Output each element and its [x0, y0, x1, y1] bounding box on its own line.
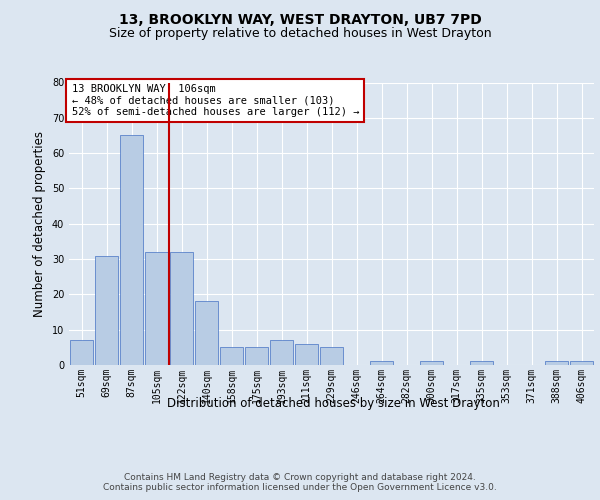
Bar [370, 362, 393, 365]
Bar [270, 340, 293, 365]
Bar [295, 344, 318, 365]
Text: 13 BROOKLYN WAY: 106sqm
← 48% of detached houses are smaller (103)
52% of semi-d: 13 BROOKLYN WAY: 106sqm ← 48% of detache… [71, 84, 359, 117]
Bar [120, 136, 143, 365]
Bar [545, 362, 568, 365]
Bar [470, 362, 493, 365]
Y-axis label: Number of detached properties: Number of detached properties [33, 130, 46, 317]
Text: Contains HM Land Registry data © Crown copyright and database right 2024.
Contai: Contains HM Land Registry data © Crown c… [103, 472, 497, 492]
Bar [320, 348, 343, 365]
Bar [420, 362, 443, 365]
Bar [245, 348, 268, 365]
Bar [95, 256, 118, 365]
Bar [195, 302, 218, 365]
Bar [145, 252, 168, 365]
Text: 13, BROOKLYN WAY, WEST DRAYTON, UB7 7PD: 13, BROOKLYN WAY, WEST DRAYTON, UB7 7PD [119, 12, 481, 26]
Bar [570, 362, 593, 365]
Text: Size of property relative to detached houses in West Drayton: Size of property relative to detached ho… [109, 28, 491, 40]
Bar [220, 348, 243, 365]
Bar [170, 252, 193, 365]
Bar [70, 340, 93, 365]
Text: Distribution of detached houses by size in West Drayton: Distribution of detached houses by size … [167, 398, 499, 410]
